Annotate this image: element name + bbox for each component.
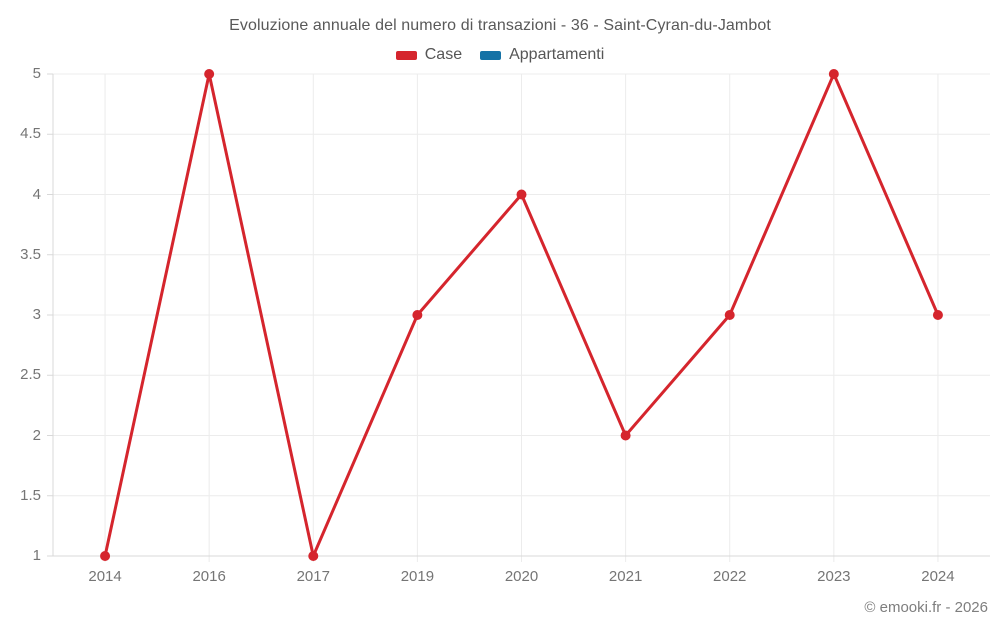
y-tick-label: 4 — [32, 185, 41, 203]
x-tick-label: 2017 — [296, 568, 330, 585]
series-point-case — [828, 69, 839, 79]
x-tick-label: 2021 — [608, 568, 643, 585]
y-tick-label: 2.5 — [20, 366, 41, 384]
series-point-case — [412, 310, 423, 320]
x-tick-label: 2019 — [400, 568, 435, 585]
legend-label: Case — [424, 46, 463, 63]
legend-label: Appartamenti — [509, 46, 605, 63]
y-tick-label: 3.5 — [20, 245, 41, 263]
x-tick-label: 2016 — [192, 568, 226, 585]
series-point-case — [932, 310, 943, 320]
y-tick-label: 3 — [32, 306, 41, 323]
series-point-case — [724, 310, 735, 320]
legend-swatch-case — [395, 50, 417, 60]
x-tick-label: 2020 — [504, 568, 539, 585]
series-point-case — [204, 69, 215, 79]
x-tick-label: 2024 — [921, 568, 955, 585]
y-tick-label: 1 — [32, 547, 41, 564]
y-tick-label: 5 — [32, 65, 41, 82]
legend-item-case[interactable]: Case — [395, 46, 463, 64]
x-tick-label: 2023 — [817, 568, 851, 585]
x-tick-label: 2022 — [713, 568, 747, 585]
series-point-case — [308, 551, 319, 561]
series-point-case — [100, 551, 111, 561]
chart-title: Evoluzione annuale del numero di transaz… — [229, 17, 771, 34]
legend: Case Appartamenti — [0, 46, 1000, 64]
y-tick-label: 4.5 — [20, 125, 41, 143]
legend-item-appartamenti[interactable]: Appartamenti — [480, 46, 604, 64]
copyright: © emooki.fr - 2026 — [864, 599, 988, 616]
series-point-case — [516, 189, 527, 200]
series-point-case — [620, 430, 631, 441]
y-tick-label: 1.5 — [20, 486, 41, 504]
y-tick-label: 2 — [32, 426, 41, 444]
x-tick-label: 2014 — [88, 568, 122, 585]
legend-swatch-appartamenti — [480, 50, 502, 60]
